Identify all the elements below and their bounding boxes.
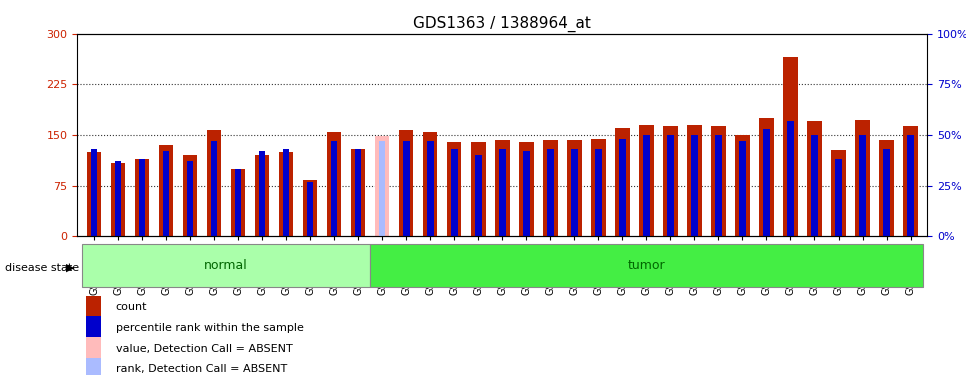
Bar — [279, 152, 294, 236]
Bar — [303, 180, 318, 236]
Text: normal: normal — [204, 259, 248, 272]
Bar — [375, 136, 389, 236]
Bar — [763, 129, 770, 236]
Bar — [787, 121, 794, 236]
Title: GDS1363 / 1388964_at: GDS1363 / 1388964_at — [413, 16, 591, 32]
Bar — [664, 126, 677, 236]
Bar — [351, 148, 365, 236]
Bar — [163, 151, 169, 236]
Bar — [879, 140, 894, 236]
Text: ▶: ▶ — [66, 263, 74, 273]
Bar — [496, 140, 509, 236]
Bar — [855, 120, 869, 236]
Bar — [259, 151, 266, 236]
Bar — [547, 149, 554, 236]
Bar — [355, 149, 361, 236]
Text: count: count — [116, 302, 147, 312]
Bar — [711, 126, 725, 236]
Text: disease state: disease state — [5, 263, 79, 273]
Bar — [87, 152, 101, 236]
Bar — [524, 151, 529, 236]
Bar — [687, 125, 701, 236]
Bar — [759, 118, 774, 236]
Bar — [571, 149, 578, 236]
Bar — [135, 159, 150, 236]
Bar — [595, 149, 602, 236]
Bar — [283, 149, 290, 236]
Bar — [883, 149, 890, 236]
Bar — [860, 135, 866, 236]
Bar — [370, 244, 923, 287]
Bar — [836, 159, 841, 236]
Bar — [111, 164, 126, 236]
Bar — [159, 145, 173, 236]
Bar — [783, 57, 798, 236]
Bar — [331, 141, 337, 236]
Bar — [615, 128, 630, 236]
Bar — [231, 169, 245, 236]
Bar — [447, 142, 462, 236]
Bar — [115, 161, 122, 236]
Bar — [499, 149, 505, 236]
Bar — [403, 141, 410, 236]
Bar — [211, 141, 217, 236]
Bar — [207, 130, 221, 236]
Bar — [379, 141, 385, 236]
Bar — [808, 122, 822, 236]
Text: percentile rank within the sample: percentile rank within the sample — [116, 323, 303, 333]
Bar — [235, 170, 242, 236]
Bar — [183, 155, 197, 236]
Bar — [86, 296, 101, 319]
Bar — [811, 135, 818, 236]
Bar — [82, 244, 370, 287]
Bar — [639, 125, 654, 236]
Bar — [475, 155, 481, 236]
Bar — [327, 132, 341, 236]
Bar — [668, 135, 673, 236]
Bar — [91, 149, 98, 236]
Bar — [139, 159, 145, 236]
Text: tumor: tumor — [628, 259, 666, 272]
Bar — [255, 155, 270, 236]
Bar — [832, 150, 845, 236]
Bar — [735, 135, 750, 236]
Bar — [427, 141, 434, 236]
Bar — [86, 358, 101, 375]
Bar — [86, 337, 101, 360]
Bar — [907, 135, 914, 236]
Bar — [567, 140, 582, 236]
Bar — [739, 141, 746, 236]
Bar — [903, 126, 918, 236]
Bar — [451, 149, 458, 236]
Bar — [643, 135, 650, 236]
Bar — [86, 316, 101, 339]
Bar — [543, 140, 557, 236]
Bar — [715, 135, 722, 236]
Bar — [591, 139, 606, 236]
Bar — [692, 135, 697, 236]
Bar — [399, 130, 413, 236]
Bar — [307, 182, 313, 236]
Bar — [519, 142, 533, 236]
Text: value, Detection Call = ABSENT: value, Detection Call = ABSENT — [116, 344, 293, 354]
Bar — [471, 142, 486, 236]
Bar — [619, 139, 626, 236]
Text: rank, Detection Call = ABSENT: rank, Detection Call = ABSENT — [116, 364, 287, 374]
Bar — [423, 132, 438, 236]
Bar — [186, 161, 193, 236]
